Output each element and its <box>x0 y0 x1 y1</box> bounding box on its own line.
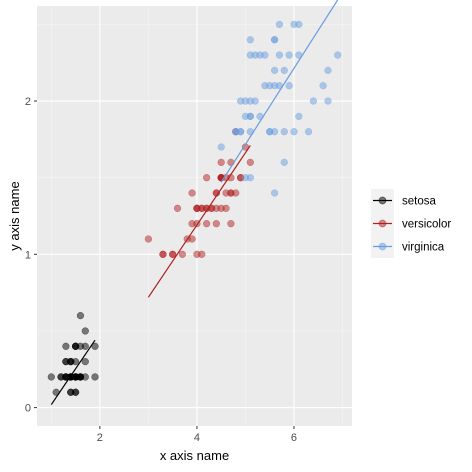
point-versicolor-45 <box>202 220 211 228</box>
point-versicolor-35 <box>217 158 225 167</box>
point-virginica-14 <box>246 36 254 44</box>
point-virginica-6 <box>217 143 225 151</box>
point-virginica-2 <box>285 82 293 90</box>
point-virginica-49 <box>246 128 254 136</box>
y-tick-label: 0 <box>25 403 31 415</box>
point-versicolor-33 <box>246 158 254 167</box>
point-virginica-20 <box>275 51 284 59</box>
point-versicolor-41 <box>222 189 230 197</box>
point-virginica-46 <box>241 112 250 121</box>
point-virginica-34 <box>270 189 279 197</box>
fit-lines <box>50 0 339 405</box>
point-virginica-18 <box>334 51 342 59</box>
point-virginica-29 <box>280 158 288 167</box>
fit-line-versicolor <box>147 145 251 298</box>
legend: setosa versicolor virginica <box>371 189 451 258</box>
point-setosa-45 <box>67 357 75 366</box>
point-virginica-47 <box>251 97 259 105</box>
point-versicolor-49 <box>198 204 206 212</box>
legend-key-point <box>378 196 387 205</box>
legend-key-point <box>378 219 387 228</box>
y-axis: 0 1 2 <box>25 96 37 415</box>
point-setosa-24 <box>91 373 99 381</box>
fit-line-virginica <box>220 0 339 183</box>
legend-item-virginica: virginica <box>371 235 445 258</box>
point-versicolor-17 <box>198 250 206 258</box>
point-setosa-16 <box>62 342 70 350</box>
point-versicolor-31 <box>178 250 187 258</box>
data-points <box>47 20 342 396</box>
point-virginica-28 <box>270 82 279 90</box>
legend-item-versicolor: versicolor <box>371 212 451 235</box>
x-tick-label: 4 <box>194 432 200 444</box>
y-tick-label: 2 <box>25 96 31 108</box>
point-virginica-33 <box>246 174 254 182</box>
point-virginica-5 <box>319 82 327 90</box>
point-virginica-39 <box>261 82 269 90</box>
point-versicolor-11 <box>202 174 211 182</box>
major-gridlines <box>37 6 352 426</box>
point-virginica-45 <box>251 51 259 59</box>
point-versicolor-40 <box>212 220 220 228</box>
point-setosa-23 <box>81 327 89 335</box>
legend-label: setosa <box>402 196 436 208</box>
point-virginica-37 <box>266 128 274 136</box>
x-tick-label: 6 <box>291 432 297 444</box>
point-setosa-37 <box>67 388 75 396</box>
x-axis-title: x axis name <box>160 448 229 463</box>
point-virginica-44 <box>275 20 284 29</box>
plot-panel <box>37 6 352 426</box>
point-virginica-30 <box>295 112 303 121</box>
point-versicolor-26 <box>232 189 240 197</box>
y-tick-label: 1 <box>25 249 31 261</box>
point-versicolor-9 <box>188 189 196 197</box>
y-axis-title: y axis name <box>7 181 22 250</box>
point-virginica-48 <box>261 51 269 59</box>
point-setosa-22 <box>47 373 55 381</box>
point-setosa-44 <box>91 342 99 350</box>
point-versicolor-23 <box>227 220 235 228</box>
point-versicolor-8 <box>222 204 230 212</box>
point-virginica-9 <box>295 20 303 29</box>
point-virginica-40 <box>270 36 279 44</box>
point-virginica-21 <box>236 97 245 105</box>
point-virginica-31 <box>309 97 318 105</box>
point-virginica-17 <box>324 66 332 75</box>
point-virginica-8 <box>280 128 288 136</box>
point-virginica-22 <box>324 97 332 105</box>
point-virginica-4 <box>280 66 288 75</box>
point-virginica-25 <box>290 128 298 136</box>
point-virginica-32 <box>270 66 279 75</box>
point-setosa-43 <box>76 311 85 320</box>
x-axis: 2 4 6 <box>97 426 297 444</box>
point-setosa-31 <box>71 342 80 350</box>
point-setosa-18 <box>81 357 89 366</box>
point-versicolor-29 <box>169 250 177 258</box>
point-versicolor-48 <box>144 235 153 243</box>
point-virginica-7 <box>304 128 313 136</box>
x-tick-label: 2 <box>97 432 103 444</box>
point-versicolor-14 <box>173 204 182 212</box>
point-virginica-43 <box>285 51 293 59</box>
legend-label: versicolor <box>402 219 451 231</box>
point-virginica-38 <box>232 128 240 136</box>
point-versicolor-43 <box>159 250 167 258</box>
legend-key-point <box>378 242 387 251</box>
legend-item-setosa: setosa <box>371 189 436 212</box>
fit-line-setosa <box>50 339 96 405</box>
legend-label: virginica <box>402 242 445 254</box>
